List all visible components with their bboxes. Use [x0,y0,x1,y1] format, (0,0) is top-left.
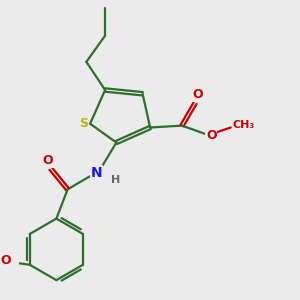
Text: O: O [206,129,217,142]
Text: O: O [0,254,11,267]
Text: H: H [111,175,120,185]
Text: O: O [192,88,203,101]
Text: CH₃: CH₃ [233,119,255,130]
Text: N: N [91,166,102,180]
Text: S: S [79,117,88,130]
Text: O: O [43,154,53,167]
